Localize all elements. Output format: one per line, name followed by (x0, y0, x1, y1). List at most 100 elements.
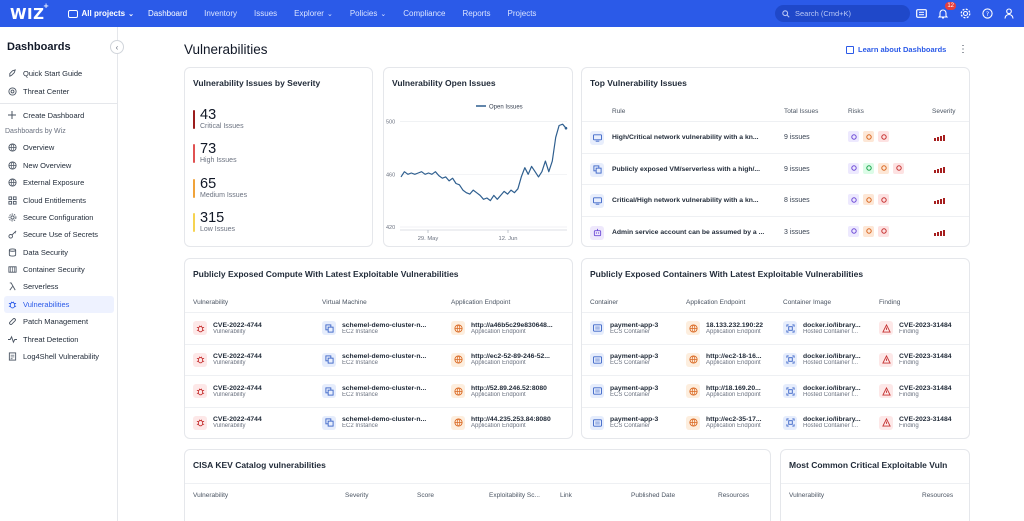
risk-purple-icon[interactable] (848, 162, 859, 174)
col-header-total-issues[interactable]: Total Issues (784, 108, 819, 115)
collapse-sidebar-button[interactable]: ‹ (110, 40, 124, 54)
risk-red-icon[interactable] (878, 225, 889, 237)
col-header-vulnerability[interactable]: Vulnerability (193, 299, 229, 306)
common-col-header[interactable]: Vulnerability (789, 492, 825, 499)
col-header-container[interactable]: Container (590, 299, 619, 306)
risk-red-icon[interactable] (878, 194, 889, 205)
virtual-machine-cell[interactable]: schemel-demo-cluster-n... EC2 Instance (322, 352, 444, 367)
col-header-severity[interactable]: Severity (932, 108, 956, 115)
endpoint-cell[interactable]: 18.133.232.190:22 Application Endpoint (686, 321, 778, 335)
kev-col-header[interactable]: Published Date (631, 492, 676, 499)
rule-name[interactable]: Critical/High network vulnerability with… (612, 197, 759, 204)
risk-orange-icon[interactable] (878, 162, 889, 174)
sidebar-item-secure-use-of-secrets[interactable]: Secure Use of Secrets (0, 226, 118, 243)
severity-row[interactable]: 315 Low Issues (193, 211, 235, 233)
nav-item-projects[interactable]: Projects (507, 9, 537, 18)
gear-icon[interactable] (958, 6, 972, 20)
vulnerability-cell[interactable]: CVE-2022-4744 Vulnerability (193, 321, 313, 335)
global-search-input[interactable]: Search (Cmd+K) (775, 5, 910, 22)
top-issue-row[interactable]: Critical/High network vulnerability with… (582, 184, 969, 216)
virtual-machine-cell[interactable]: schemel-demo-cluster-n... EC2 Instance (322, 415, 444, 430)
sidebar-item-quick-start-guide[interactable]: Quick Start Guide (0, 65, 118, 82)
issue-count[interactable]: 9 issues (784, 134, 810, 141)
container-row[interactable]: payment-app-3 ECS Container http://ec2-18-… (582, 343, 969, 376)
container-cell[interactable]: payment-app-3 ECS Container (590, 321, 682, 335)
sidebar-item-threat-detection[interactable]: Threat Detection (0, 330, 118, 347)
rule-name[interactable]: Publicly exposed VM/serverless with a hi… (612, 165, 761, 173)
rule-name[interactable]: High/Critical network vulnerability with… (612, 134, 759, 141)
sidebar-item-log4shell-vulnerability[interactable]: Log4Shell Vulnerability (0, 348, 118, 365)
top-issue-row[interactable]: Publicly exposed VM/serverless with a hi… (582, 152, 969, 185)
sidebar-item-data-security[interactable]: Data Security (0, 244, 118, 261)
issue-count[interactable]: 9 issues (784, 165, 810, 173)
nav-item-explorer[interactable]: Explorer ⌄ (294, 9, 333, 18)
col-header-rule[interactable]: Rule (612, 108, 626, 115)
compute-row[interactable]: CVE-2022-4744 Vulnerability schemel-demo-c… (185, 375, 572, 407)
compute-row[interactable]: CVE-2022-4744 Vulnerability schemel-demo-c… (185, 343, 572, 376)
create-dashboard-button[interactable]: Create Dashboard (0, 107, 118, 124)
virtual-machine-cell[interactable]: schemel-demo-cluster-n... EC2 Instance (322, 384, 444, 398)
nav-item-issues[interactable]: Issues (254, 9, 278, 18)
chart-legend[interactable]: Open Issues (476, 105, 523, 111)
endpoint-cell[interactable]: http://ec2-35-17... Application Endpoint (686, 415, 778, 430)
nav-item-policies[interactable]: Policies ⌄ (349, 9, 387, 18)
nav-item-reports[interactable]: Reports (462, 9, 491, 18)
col-header-application-endpoint[interactable]: Application Endpoint (451, 299, 511, 306)
container-image-cell[interactable]: docker.io/library... Hosted Container I..… (783, 384, 875, 398)
compute-row[interactable]: CVE-2022-4744 Vulnerability schemel-demo-c… (185, 312, 572, 344)
sidebar-item-patch-management[interactable]: Patch Management (0, 313, 118, 330)
nav-item-compliance[interactable]: Compliance (403, 9, 446, 18)
container-cell[interactable]: payment-app-3 ECS Container (590, 415, 682, 430)
sidebar-item-overview[interactable]: Overview (0, 139, 118, 156)
vulnerability-cell[interactable]: CVE-2022-4744 Vulnerability (193, 352, 313, 367)
wiz-logo[interactable]: WIZ + (10, 1, 50, 23)
kev-col-header[interactable]: Vulnerability (193, 492, 229, 499)
col-header-finding[interactable]: Finding (879, 299, 901, 306)
risk-red-icon[interactable] (878, 131, 889, 142)
user-icon[interactable] (1002, 6, 1016, 20)
endpoint-cell[interactable]: http://a46b5c29e830648... Application End… (451, 321, 569, 335)
endpoint-cell[interactable]: http://52.89.246.52:8080 Application Endp… (451, 384, 569, 398)
vulnerability-cell[interactable]: CVE-2022-4744 Vulnerability (193, 384, 313, 398)
sidebar-item-secure-configuration[interactable]: Secure Configuration (0, 209, 118, 226)
project-selector[interactable]: All projects ⌄ (67, 9, 134, 18)
col-header-virtual-machine[interactable]: Virtual Machine (322, 299, 367, 306)
id-card-icon[interactable] (914, 6, 928, 20)
col-header-risks[interactable]: Risks (848, 108, 864, 115)
finding-cell[interactable]: CVE-2023-31484 Finding (879, 384, 967, 398)
risk-purple-icon[interactable] (848, 131, 859, 142)
finding-cell[interactable]: CVE-2023-31484 Finding (879, 321, 967, 335)
kev-col-header[interactable]: Link (560, 492, 572, 499)
container-image-cell[interactable]: docker.io/library... Hosted Container I..… (783, 415, 875, 430)
more-options-icon[interactable]: ⋮ (958, 44, 968, 55)
col-header-application-endpoint[interactable]: Application Endpoint (686, 299, 746, 306)
container-image-cell[interactable]: docker.io/library... Hosted Container I..… (783, 352, 875, 367)
container-image-cell[interactable]: docker.io/library... Hosted Container I..… (783, 321, 875, 335)
bell-icon[interactable]: 12 (936, 2, 956, 20)
severity-row[interactable]: 73 High Issues (193, 142, 237, 164)
severity-row[interactable]: 43 Critical Issues (193, 108, 244, 130)
vulnerability-cell[interactable]: CVE-2022-4744 Vulnerability (193, 415, 313, 430)
risk-green-icon[interactable] (863, 162, 874, 174)
series-end-point[interactable] (564, 126, 568, 130)
col-header-container-image[interactable]: Container Image (783, 299, 832, 306)
sidebar-item-container-security[interactable]: Container Security (0, 261, 118, 278)
top-issue-row[interactable]: Admin service account can be assumed by … (582, 215, 969, 247)
compute-row[interactable]: CVE-2022-4744 Vulnerability schemel-demo-c… (185, 406, 572, 439)
kev-col-header[interactable]: Resources (718, 492, 750, 499)
sidebar-item-cloud-entitlements[interactable]: Cloud Entitlements (0, 191, 118, 208)
risk-red-icon[interactable] (893, 162, 904, 174)
endpoint-cell[interactable]: http://ec2-18-16... Application Endpoint (686, 352, 778, 367)
nav-item-dashboard[interactable]: Dashboard (147, 9, 188, 18)
sidebar-item-new-overview[interactable]: New Overview (0, 157, 118, 174)
kev-col-header[interactable]: Severity (345, 492, 369, 499)
endpoint-cell[interactable]: http://ec2-52-89-246-52... Application En… (451, 352, 569, 367)
issue-count[interactable]: 3 issues (784, 228, 810, 236)
learn-about-dashboards-link[interactable]: Learn about Dashboards (846, 45, 946, 54)
virtual-machine-cell[interactable]: schemel-demo-cluster-n... EC2 Instance (322, 321, 444, 335)
sidebar-item-threat-center[interactable]: Threat Center (0, 82, 118, 99)
container-row[interactable]: payment-app-3 ECS Container 18.133.232.190… (582, 312, 969, 344)
kev-col-header[interactable]: Exploitability Sc... (489, 492, 540, 499)
finding-cell[interactable]: CVE-2023-31484 Finding (879, 352, 967, 367)
container-cell[interactable]: payment-app-3 ECS Container (590, 384, 682, 398)
